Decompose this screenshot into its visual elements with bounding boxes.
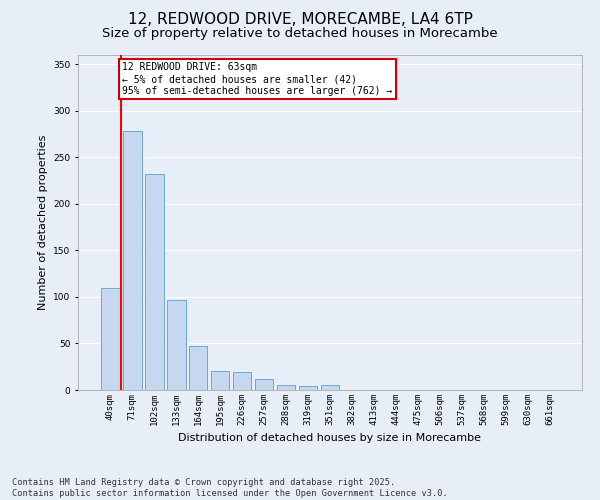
Bar [211,372,229,390]
Text: Size of property relative to detached houses in Morecambe: Size of property relative to detached ho… [102,28,498,40]
Bar [299,386,317,390]
Text: Contains HM Land Registry data © Crown copyright and database right 2025.
Contai: Contains HM Land Registry data © Crown c… [12,478,448,498]
X-axis label: Distribution of detached houses by size in Morecambe: Distribution of detached houses by size … [179,434,482,444]
Y-axis label: Number of detached properties: Number of detached properties [38,135,47,310]
Text: 12 REDWOOD DRIVE: 63sqm
← 5% of detached houses are smaller (42)
95% of semi-det: 12 REDWOOD DRIVE: 63sqm ← 5% of detached… [122,62,392,96]
Text: 12, REDWOOD DRIVE, MORECAMBE, LA4 6TP: 12, REDWOOD DRIVE, MORECAMBE, LA4 6TP [128,12,472,28]
Bar [233,372,251,390]
Bar [189,346,208,390]
Bar [277,386,295,390]
Bar [123,132,142,390]
Bar [167,300,185,390]
Bar [145,174,164,390]
Bar [255,379,274,390]
Bar [101,288,119,390]
Bar [320,386,340,390]
